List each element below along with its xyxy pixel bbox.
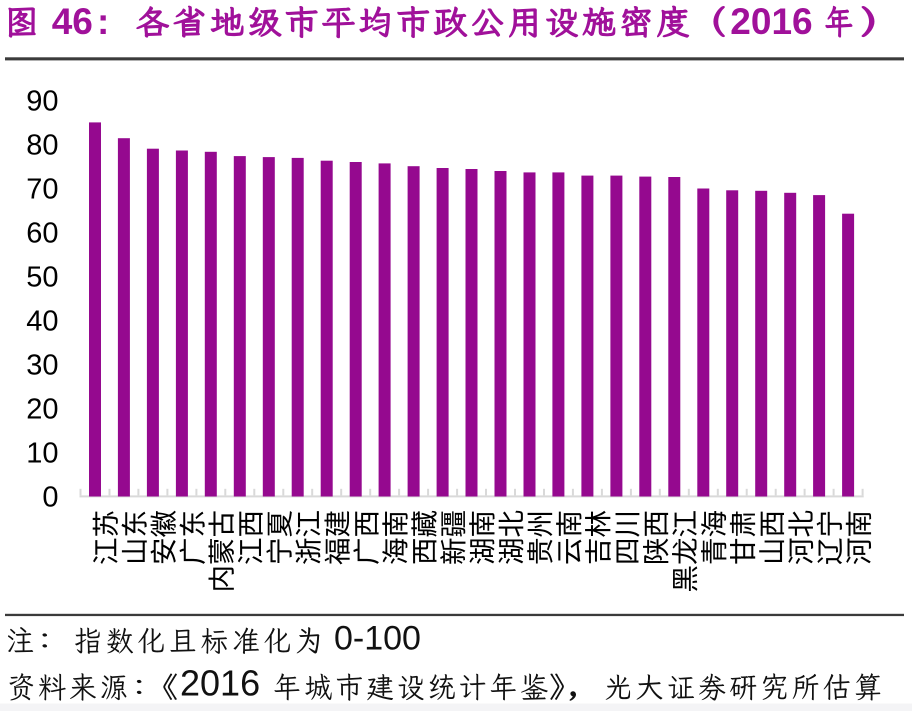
svg-text:2016: 2016 [180, 663, 260, 704]
svg-text:40: 40 [26, 305, 58, 337]
svg-text:0: 0 [42, 481, 58, 513]
svg-text:70: 70 [26, 173, 58, 205]
svg-text:10: 10 [26, 437, 58, 469]
svg-text:2016: 2016 [730, 1, 812, 42]
svg-text:80: 80 [26, 129, 58, 161]
svg-text:60: 60 [26, 217, 58, 249]
svg-text:30: 30 [26, 349, 58, 381]
svg-text::: : [97, 1, 109, 42]
svg-text:90: 90 [26, 85, 58, 117]
svg-text:20: 20 [26, 393, 58, 425]
svg-text:50: 50 [26, 261, 58, 293]
svg-text:0-100: 0-100 [334, 620, 421, 658]
svg-text:46: 46 [52, 1, 93, 42]
